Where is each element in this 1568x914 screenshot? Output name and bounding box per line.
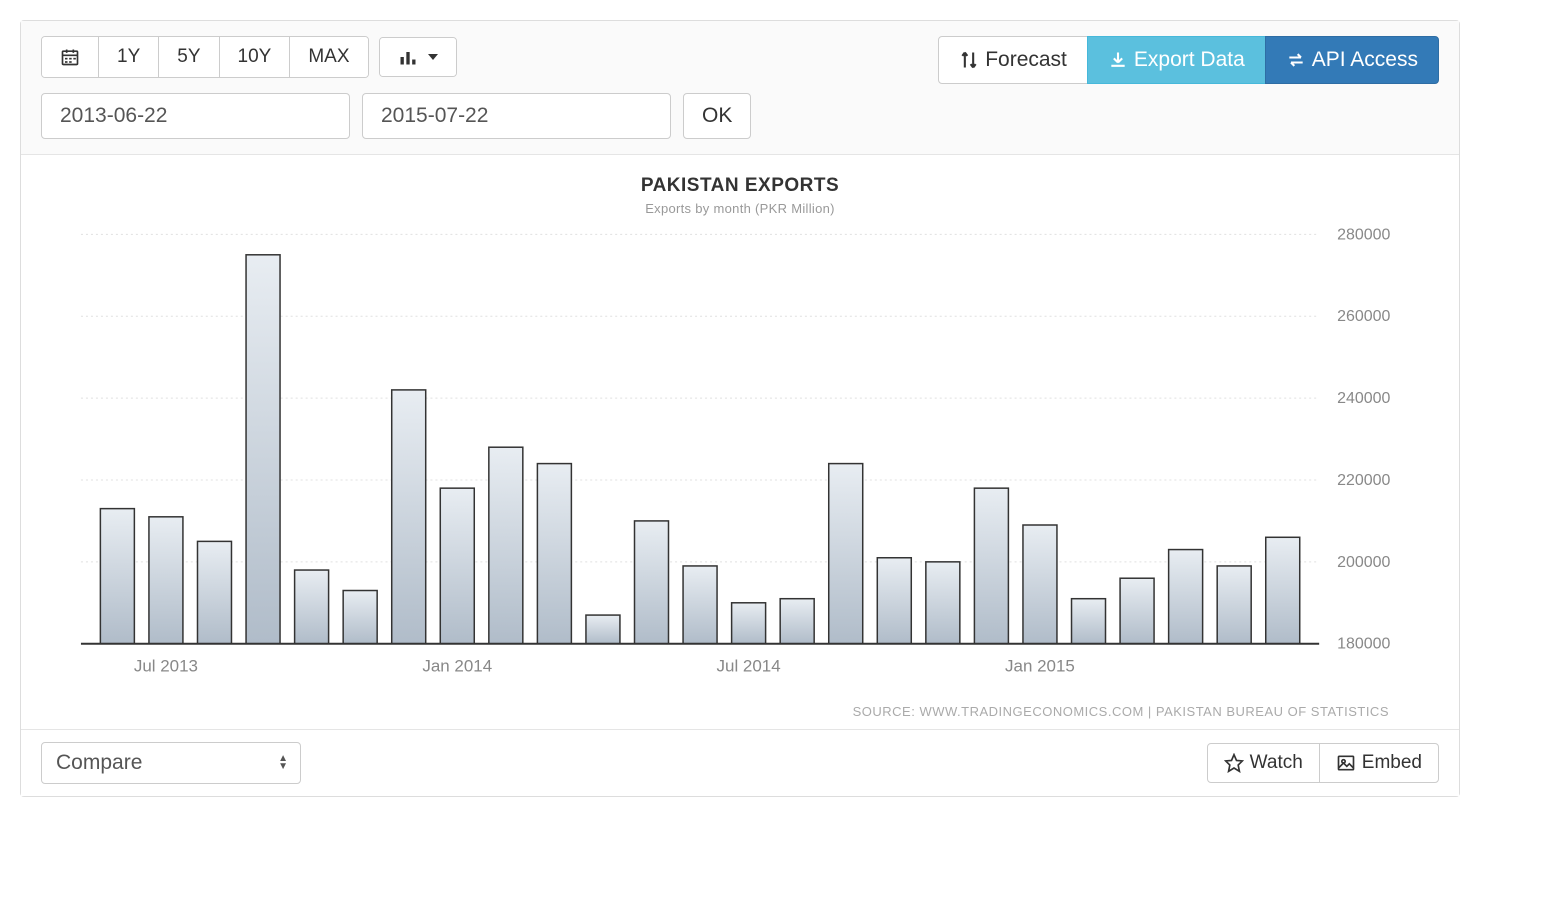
- swap-icon: [1286, 50, 1306, 70]
- range-1y-button[interactable]: 1Y: [99, 37, 159, 77]
- range-button-group: 1Y 5Y 10Y MAX: [41, 36, 369, 78]
- range-max-button[interactable]: MAX: [290, 37, 367, 77]
- select-arrows-icon: ▲▼: [278, 755, 288, 771]
- chart-type-button[interactable]: [380, 38, 456, 76]
- svg-text:200000: 200000: [1337, 554, 1390, 571]
- chart-panel: 1Y 5Y 10Y MAX OK: [20, 20, 1460, 797]
- date-row: OK: [41, 93, 751, 139]
- forecast-button[interactable]: Forecast: [938, 36, 1088, 84]
- embed-label: Embed: [1362, 752, 1422, 774]
- forecast-label: Forecast: [985, 48, 1067, 72]
- range-5y-button[interactable]: 5Y: [159, 37, 219, 77]
- chart-title: PAKISTAN EXPORTS: [51, 175, 1429, 197]
- embed-button[interactable]: Embed: [1319, 743, 1439, 783]
- toolbar-right: Forecast Export Data API Access: [938, 36, 1439, 84]
- date-to-input[interactable]: [362, 93, 671, 139]
- bottom-right-buttons: Watch Embed: [1207, 743, 1439, 783]
- svg-text:280000: 280000: [1337, 226, 1390, 243]
- svg-text:Jan 2014: Jan 2014: [422, 657, 492, 676]
- calendar-icon: [60, 47, 80, 67]
- chart-area: PAKISTAN EXPORTS Exports by month (PKR M…: [21, 155, 1459, 729]
- range-row: 1Y 5Y 10Y MAX: [41, 36, 751, 78]
- chart-svg: 180000 200000 220000 240000 260000 280000 Jul …: [51, 224, 1429, 694]
- svg-text:Jul 2014: Jul 2014: [717, 657, 781, 676]
- chart-subtitle: Exports by month (PKR Million): [51, 201, 1429, 216]
- range-10y-button[interactable]: 10Y: [220, 37, 291, 77]
- updown-arrow-icon: [959, 50, 979, 70]
- ok-button[interactable]: OK: [683, 93, 751, 139]
- toolbar-bottom: Compare ▲▼ Watch Embed: [21, 729, 1459, 796]
- compare-select[interactable]: Compare ▲▼: [41, 742, 301, 784]
- svg-text:220000: 220000: [1337, 472, 1390, 489]
- svg-text:180000: 180000: [1337, 636, 1390, 653]
- watch-label: Watch: [1250, 752, 1303, 774]
- toolbar-top: 1Y 5Y 10Y MAX OK: [21, 21, 1459, 155]
- date-from-input[interactable]: [41, 93, 350, 139]
- image-icon: [1336, 753, 1356, 773]
- export-data-button[interactable]: Export Data: [1087, 36, 1266, 84]
- export-label: Export Data: [1134, 48, 1245, 72]
- toolbar-left: 1Y 5Y 10Y MAX OK: [41, 36, 751, 139]
- svg-text:260000: 260000: [1337, 308, 1390, 325]
- svg-text:Jul 2013: Jul 2013: [134, 657, 198, 676]
- caret-down-icon: [428, 54, 438, 60]
- bar-chart-icon: [398, 47, 418, 67]
- watch-button[interactable]: Watch: [1207, 743, 1320, 783]
- api-access-button[interactable]: API Access: [1265, 36, 1439, 84]
- svg-text:Jan 2015: Jan 2015: [1005, 657, 1075, 676]
- svg-text:240000: 240000: [1337, 390, 1390, 407]
- chart-type-group: [379, 37, 457, 77]
- compare-label: Compare: [56, 751, 142, 774]
- source-line: SOURCE: WWW.TRADINGECONOMICS.COM | PAKIS…: [51, 704, 1429, 719]
- api-label: API Access: [1312, 48, 1418, 72]
- calendar-button[interactable]: [42, 37, 99, 77]
- star-icon: [1224, 753, 1244, 773]
- download-icon: [1108, 50, 1128, 70]
